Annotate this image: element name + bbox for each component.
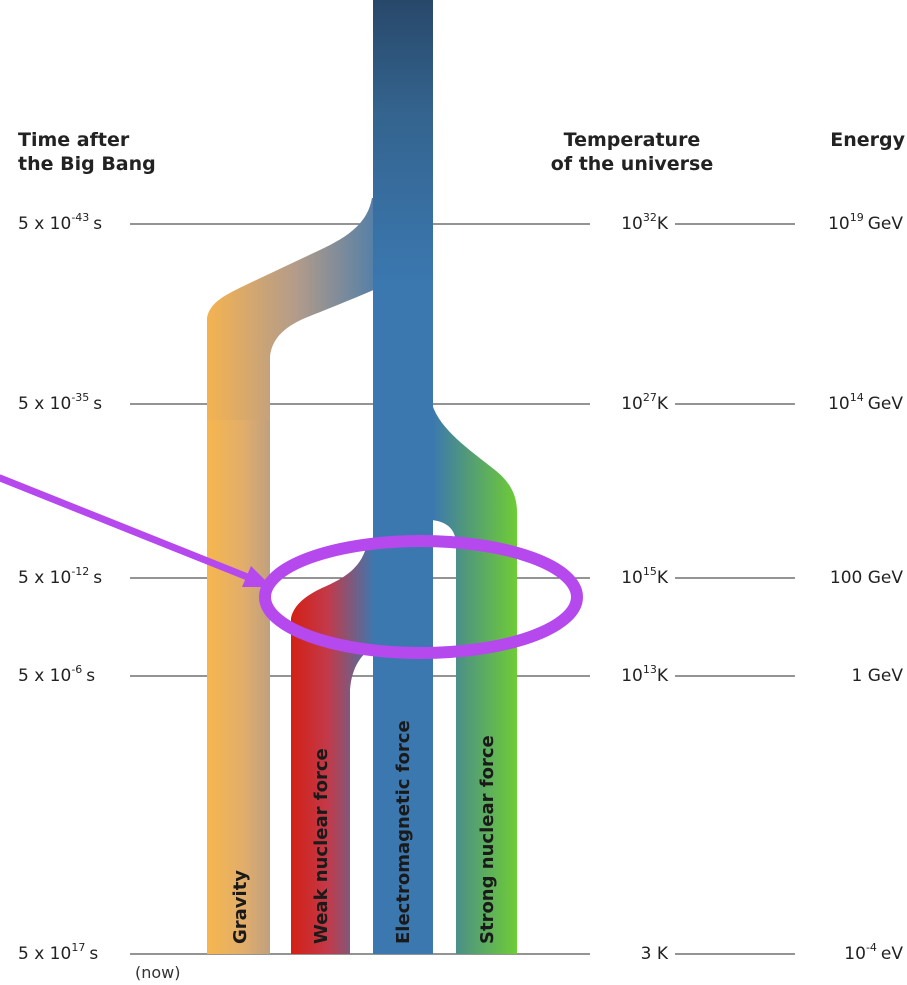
temperature-header-line1: Temperature [564, 129, 701, 151]
weak-force-label: Weak nuclear force [311, 748, 332, 944]
energy-label-0: 1019 GeV [828, 211, 903, 234]
temperature-header-line2: of the universe [551, 153, 713, 175]
temperature-label-3: 1013K [621, 663, 669, 686]
gravity-branch [207, 198, 378, 420]
temperature-label-4: 3 K [641, 944, 669, 964]
temperature-label-2: 1015K [621, 565, 669, 588]
energy-label-2: 100 GeV [830, 568, 903, 588]
gravity-label: Gravity [230, 870, 251, 944]
time-label-4: 5 x 1017 s [18, 941, 98, 964]
energy-label-4: 10-4 eV [844, 941, 903, 964]
energy-header: Energy [830, 129, 905, 151]
energy-label-1: 1014 GeV [828, 391, 903, 414]
temperature-energy-lines [675, 223, 795, 955]
force-labels: Gravity Weak nuclear force Electromagnet… [230, 720, 498, 944]
weak-force-band [291, 548, 374, 954]
time-header-line2: the Big Bang [18, 153, 156, 175]
strong-force-band [432, 404, 517, 954]
time-label-0: 5 x 10-43 s [18, 211, 102, 234]
energy-label-3: 1 GeV [852, 666, 904, 686]
strong-force-label: Strong nuclear force [477, 735, 498, 944]
temperature-label-0: 1032K [621, 211, 669, 234]
temperature-labels: 1032K 1027K 1015K 1013K 3 K [621, 211, 669, 964]
annotation-arrow-shaft [0, 474, 254, 582]
energy-labels: 1019 GeV 1014 GeV 100 GeV 1 GeV 10-4 eV [828, 211, 903, 964]
now-label: (now) [135, 963, 181, 982]
time-label-2: 5 x 10-12 s [18, 565, 102, 588]
time-header-line1: Time after [18, 129, 130, 151]
column-headers: Time after the Big Bang Temperature of t… [18, 129, 906, 175]
annotation-ellipse [259, 535, 583, 659]
electromagnetic-force-label: Electromagnetic force [393, 720, 414, 944]
electromagnetic-force-band [373, 0, 433, 954]
time-labels: 5 x 10-43 s 5 x 10-35 s 5 x 10-12 s 5 x 10-… [18, 211, 181, 982]
time-label-3: 5 x 10-6 s [18, 663, 95, 686]
annotation [0, 474, 583, 659]
temperature-label-1: 1027K [621, 391, 669, 414]
time-label-1: 5 x 10-35 s [18, 391, 102, 414]
